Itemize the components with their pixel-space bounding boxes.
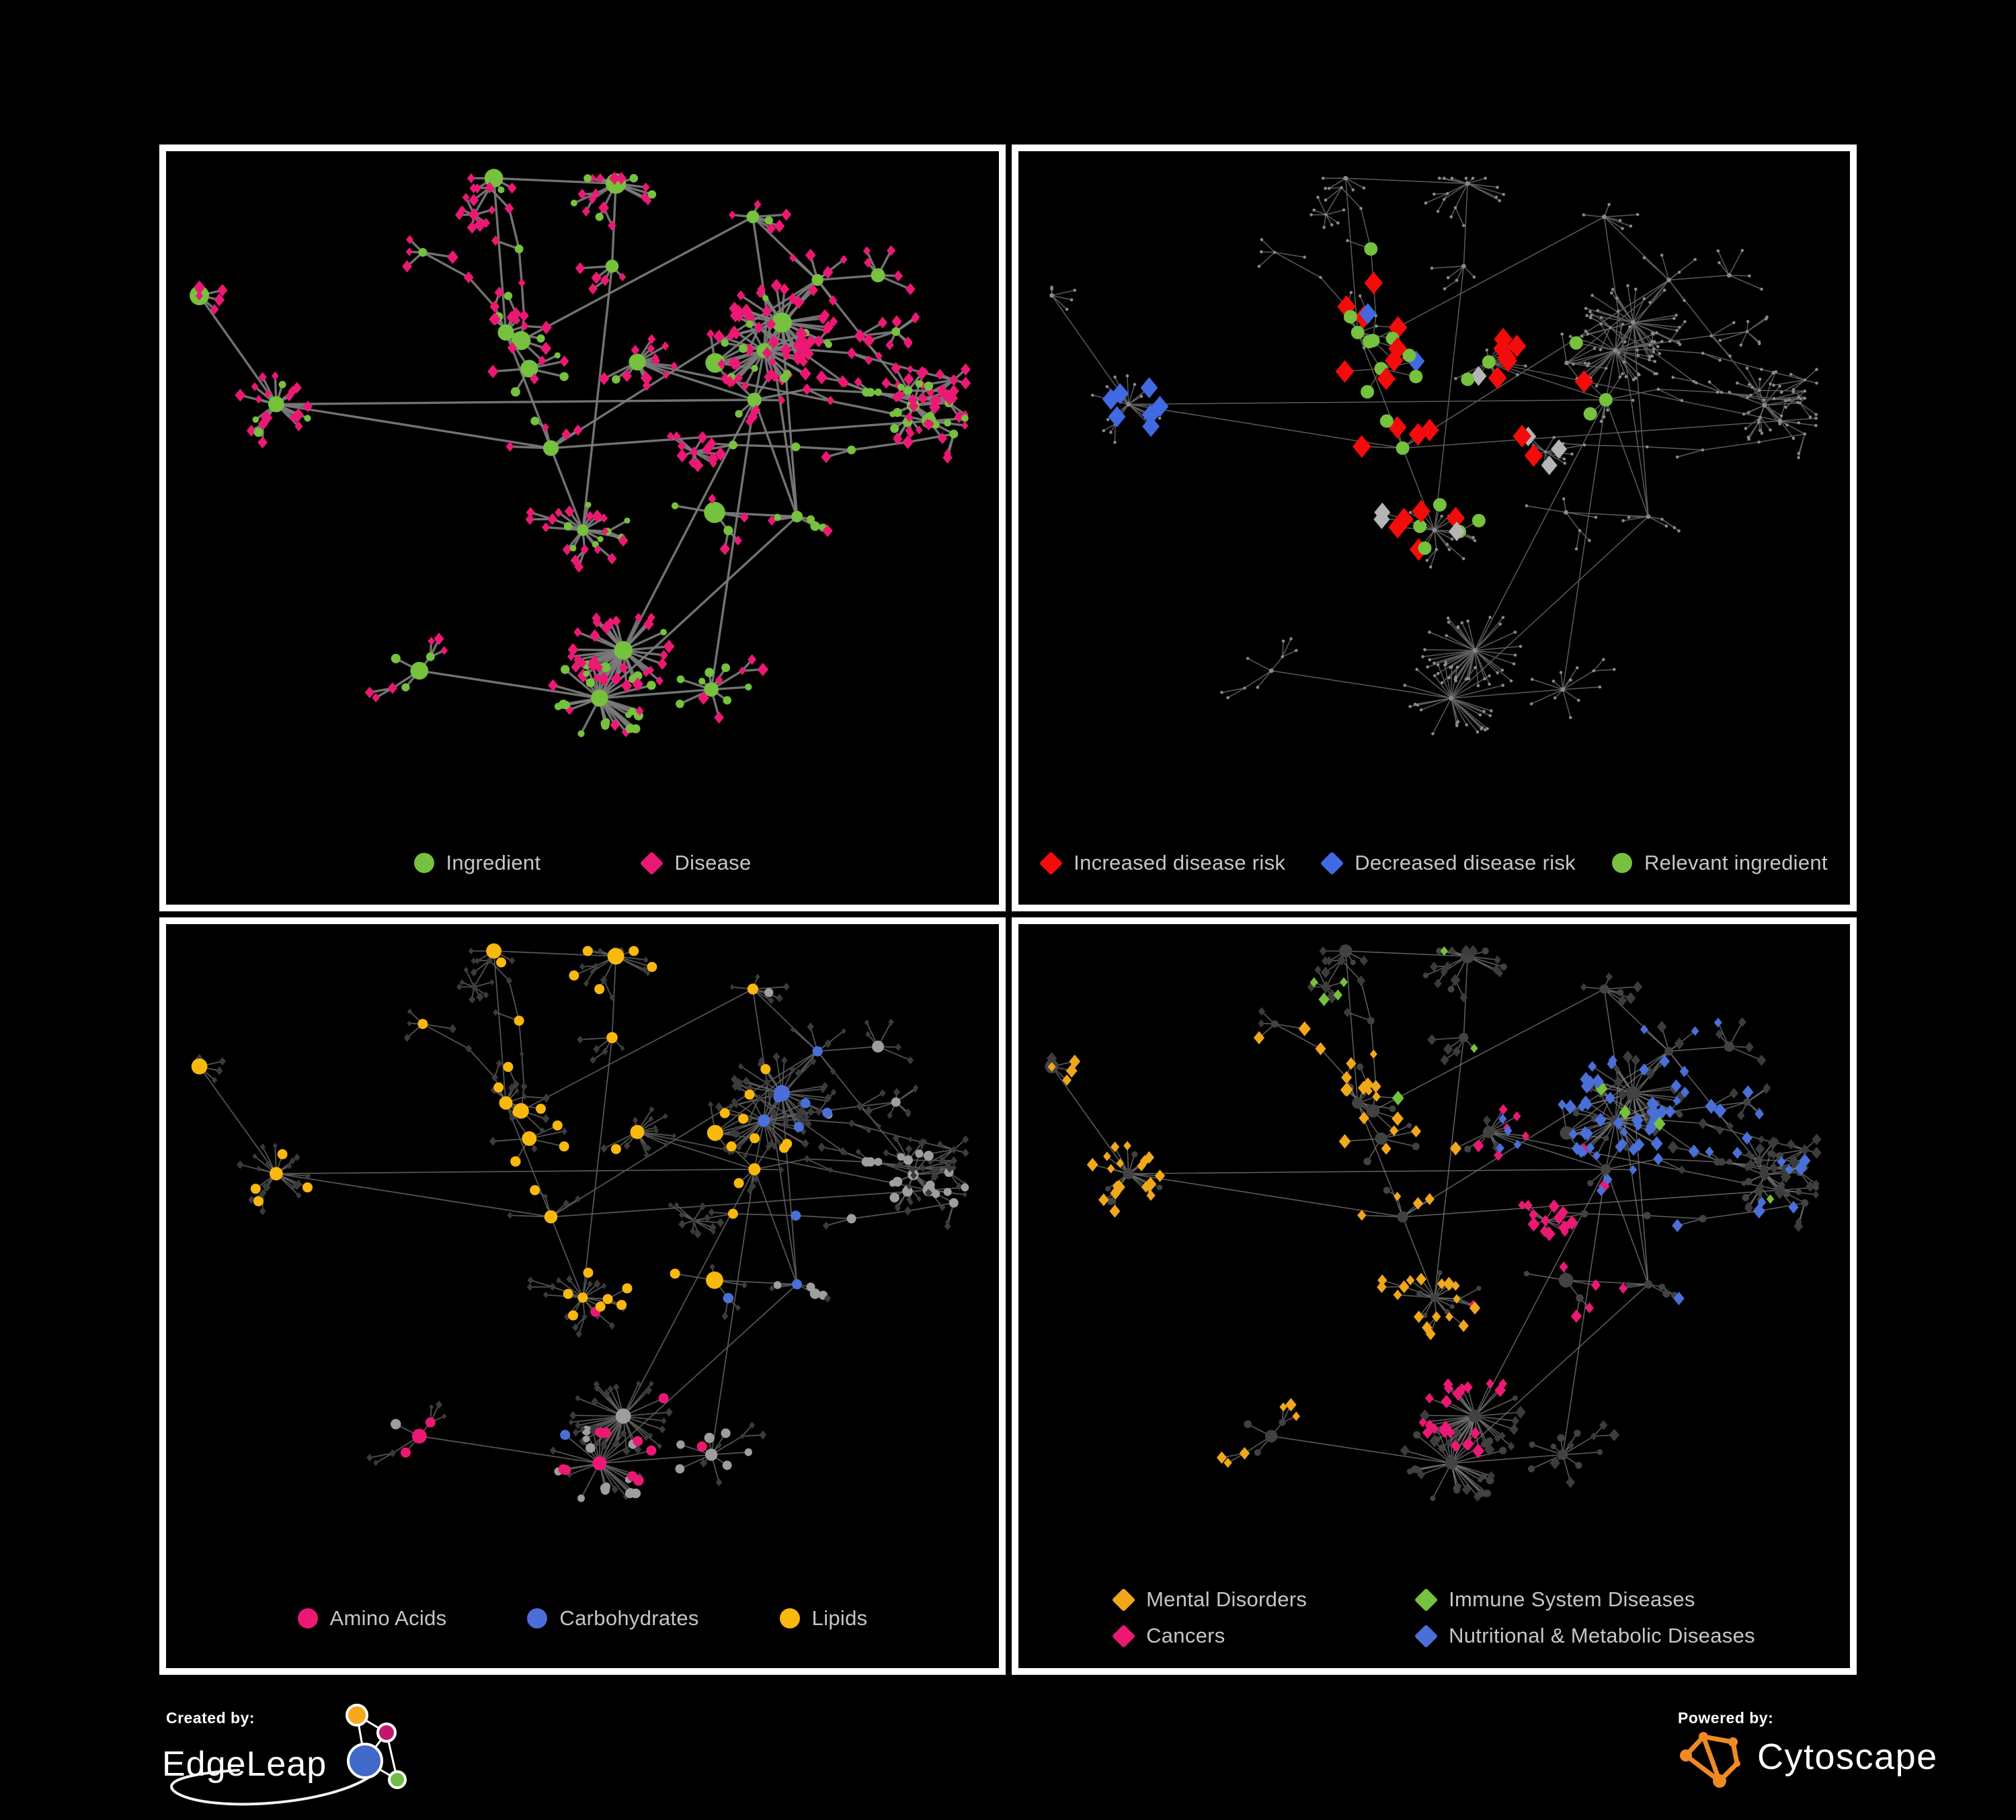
diamond-marker-icon bbox=[1112, 1587, 1135, 1611]
edgeleap-node-green-icon bbox=[389, 1772, 405, 1788]
legend-item-carbohydrates: Carbohydrates bbox=[527, 1606, 698, 1630]
panel-disease-risk-network: Increased disease risk Decreased disease … bbox=[1012, 144, 1857, 911]
network-graph-ingredient-classes bbox=[166, 924, 999, 1668]
highlight-nodes-layer bbox=[1048, 946, 1811, 1468]
legend-item-decreased-disease-risk: Decreased disease risk bbox=[1322, 851, 1576, 875]
legend-label: Immune System Diseases bbox=[1449, 1587, 1695, 1612]
edges-layer bbox=[1052, 178, 1817, 733]
circle-marker-icon bbox=[1612, 853, 1632, 873]
legend-item-ingredient: Ingredient bbox=[414, 851, 541, 875]
edgeleap-node-orange-icon bbox=[347, 1705, 367, 1725]
legend-label: Carbohydrates bbox=[559, 1606, 698, 1630]
legend-item-mental-disorders: Mental Disorders bbox=[1113, 1587, 1416, 1612]
legend-label: Lipids bbox=[812, 1606, 868, 1630]
legend-item-relevant-ingredient: Relevant ingredient bbox=[1612, 851, 1828, 875]
edges-layer bbox=[200, 951, 966, 1498]
legend-item-cancers: Cancers bbox=[1113, 1624, 1416, 1648]
nodes-layer bbox=[1045, 944, 1822, 1501]
panel-ingredient-disease-network: Ingredient Disease bbox=[159, 144, 1006, 911]
diamond-marker-icon bbox=[1039, 851, 1063, 874]
network-graph-disease-risk bbox=[1018, 151, 1850, 905]
legend-ingredient-classes: Amino Acids Carbohydrates Lipids bbox=[166, 1606, 999, 1630]
edges-layer bbox=[200, 178, 966, 733]
nodes-layer bbox=[1049, 176, 1818, 735]
cytoscape-wordmark: Cytoscape bbox=[1757, 1737, 1938, 1777]
legend-item-nutritional-metabolic-diseases: Nutritional & Metabolic Diseases bbox=[1416, 1624, 1755, 1648]
panel-disease-classes-network: Mental Disorders Immune System Diseases Ca… bbox=[1012, 917, 1857, 1675]
legend-label: Cancers bbox=[1146, 1624, 1225, 1648]
legend-item-lipids: Lipids bbox=[780, 1606, 868, 1630]
edgeleap-branding: Created by: EdgeLeap bbox=[151, 1692, 528, 1820]
legend-label: Decreased disease risk bbox=[1355, 851, 1576, 875]
legend-label: Nutritional & Metabolic Diseases bbox=[1449, 1624, 1755, 1648]
edgeleap-logo: Created by: EdgeLeap bbox=[151, 1692, 528, 1817]
circle-marker-icon bbox=[298, 1608, 318, 1628]
edgeleap-node-blue-icon bbox=[348, 1744, 382, 1778]
diamond-marker-icon bbox=[1320, 851, 1344, 874]
legend-disease-classes: Mental Disorders Immune System Diseases Ca… bbox=[1018, 1587, 1850, 1648]
cytoscape-branding: Powered by: Cytoscape bbox=[1666, 1696, 2002, 1801]
circle-marker-icon bbox=[780, 1608, 800, 1628]
highlight-nodes-layer bbox=[1102, 242, 1613, 561]
edgeleap-node-magenta-icon bbox=[378, 1724, 395, 1741]
legend-item-disease: Disease bbox=[641, 851, 751, 875]
cytoscape-network-icon bbox=[1680, 1732, 1740, 1788]
legend-disease-risk: Increased disease risk Decreased disease … bbox=[1018, 851, 1850, 875]
network-graph-ingredient-disease bbox=[166, 151, 999, 905]
nodes-layer bbox=[196, 946, 969, 1501]
legend-ingredient-disease: Ingredient Disease bbox=[166, 851, 999, 875]
circle-marker-icon bbox=[414, 853, 434, 873]
diamond-marker-icon bbox=[640, 851, 663, 874]
circle-marker-icon bbox=[527, 1608, 547, 1628]
legend-label: Relevant ingredient bbox=[1644, 851, 1828, 875]
powered-by-label: Powered by: bbox=[1678, 1709, 1773, 1727]
legend-item-immune-system-diseases: Immune System Diseases bbox=[1416, 1587, 1755, 1612]
network-graph-disease-classes bbox=[1018, 924, 1850, 1668]
legend-label: Ingredient bbox=[446, 851, 541, 875]
panel-ingredient-classes-network: Amino Acids Carbohydrates Lipids bbox=[159, 917, 1006, 1675]
legend-item-amino-acids: Amino Acids bbox=[298, 1606, 447, 1630]
created-by-label: Created by: bbox=[166, 1709, 255, 1727]
legend-label: Mental Disorders bbox=[1146, 1587, 1307, 1612]
cytoscape-logo: Powered by: Cytoscape bbox=[1666, 1696, 2002, 1797]
diamond-marker-icon bbox=[1112, 1624, 1135, 1647]
edges-layer bbox=[1052, 951, 1817, 1498]
legend-label: Disease bbox=[674, 851, 751, 875]
diamond-marker-icon bbox=[1414, 1624, 1438, 1647]
nodes-layer bbox=[190, 169, 971, 737]
legend-label: Amino Acids bbox=[330, 1606, 447, 1630]
legend-label: Increased disease risk bbox=[1074, 851, 1285, 875]
diamond-marker-icon bbox=[1414, 1587, 1438, 1611]
legend-item-increased-disease-risk: Increased disease risk bbox=[1041, 851, 1285, 875]
